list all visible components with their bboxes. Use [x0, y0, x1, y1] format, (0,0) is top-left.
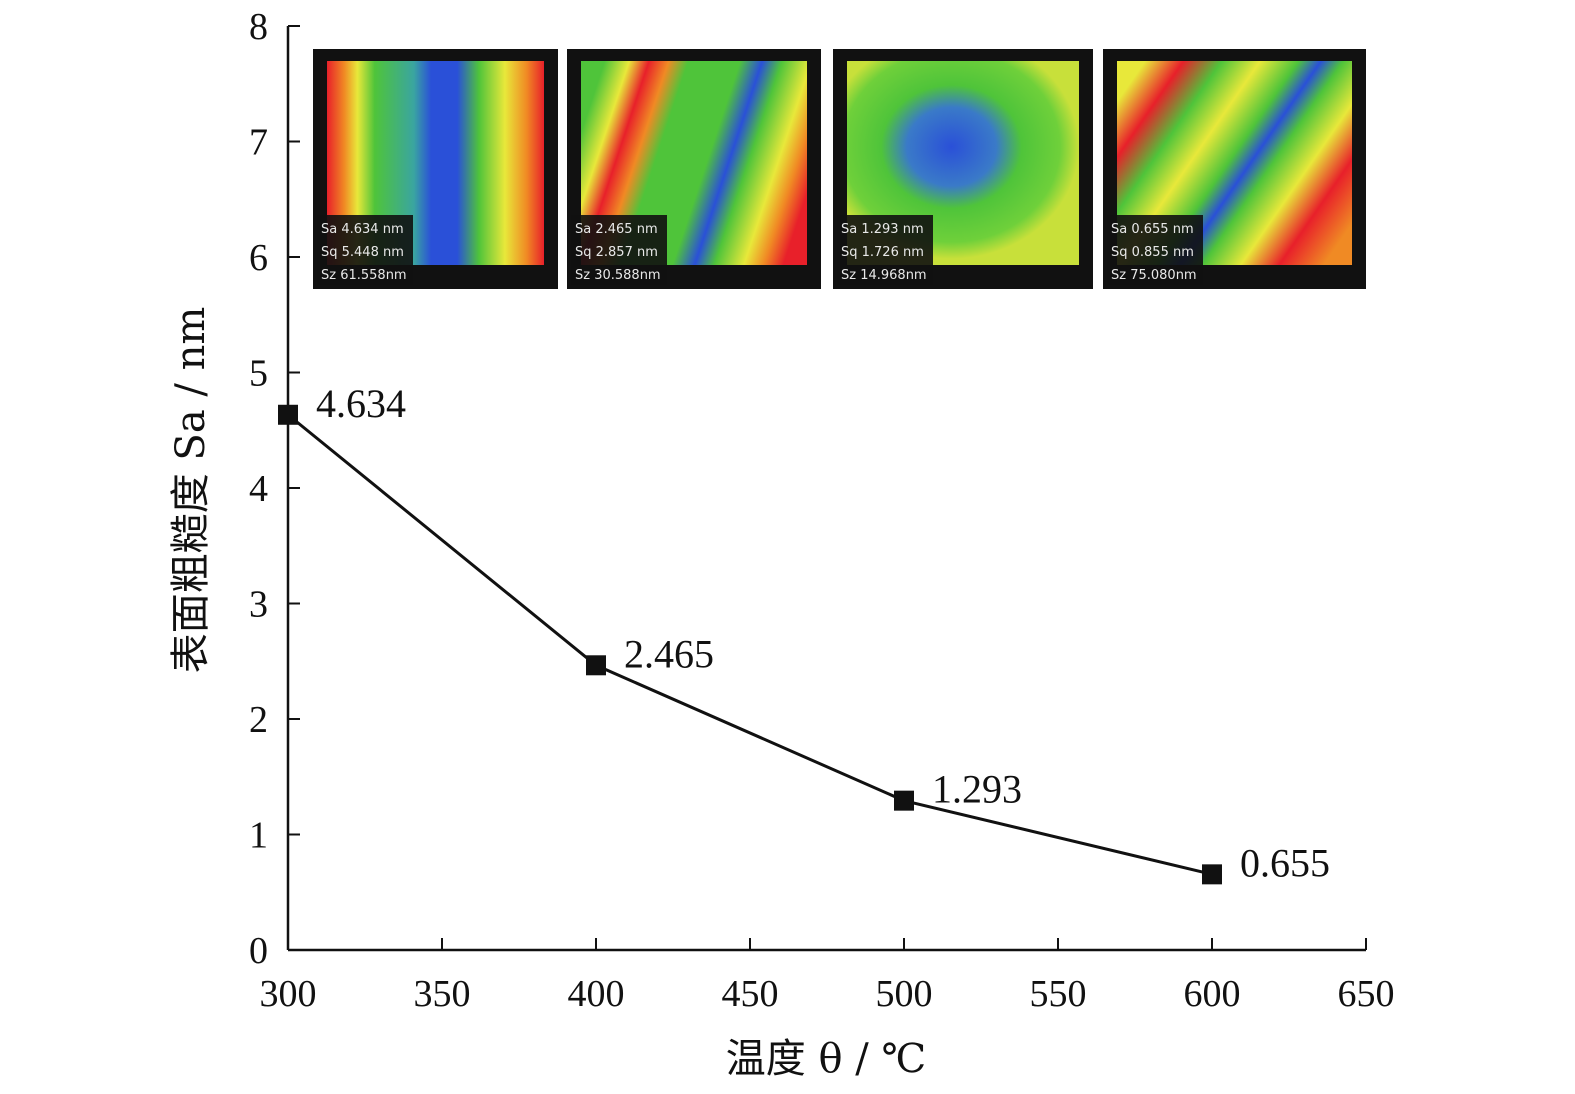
inset-stats-box [1107, 215, 1203, 285]
x-tick-label: 550 [1030, 973, 1087, 1015]
y-tick-label: 5 [249, 353, 268, 395]
inset-stat-text: Sz 14.968nm [841, 268, 927, 283]
inset-stats-box [571, 215, 667, 285]
x-axis-title: 温度 θ / ℃ [726, 1036, 926, 1082]
data-label: 0.655 [1240, 840, 1330, 885]
inset-stat-text: Sz 61.558nm [321, 268, 407, 283]
inset-image: Sa 2.465 nm Sq 2.857 nm Sz 30.588nm [567, 49, 821, 289]
x-tick-label: 300 [260, 973, 317, 1015]
inset-image: Sa 1.293 nm Sq 1.726 nm Sz 14.968nm [833, 49, 1093, 289]
x-tick-label: 600 [1184, 973, 1241, 1015]
data-label: 4.634 [316, 381, 406, 426]
data-label: 2.465 [624, 631, 714, 676]
inset-stats-box [837, 215, 933, 285]
series-line [287, 413, 1213, 876]
y-tick-label: 8 [249, 6, 268, 48]
y-tick-label: 4 [249, 468, 268, 510]
inset-stat-text: Sq 1.726 nm [841, 245, 924, 260]
axes: 300 350 400 450 500 550 600 650 0 1 2 3 4 5 6 7 8 [249, 6, 1395, 1015]
x-tick-label: 650 [1338, 973, 1395, 1015]
inset-image: Sa 0.655 nm Sq 0.855 nm Sz 75.080nm [1103, 49, 1366, 289]
inset-stat-text: Sq 5.448 nm [321, 245, 404, 260]
inset-images: Sa 4.634 nm Sq 5.448 nm Sz 61.558nm Sa 2.46… [313, 49, 1366, 289]
inset-stat-text: Sa 2.465 nm [575, 222, 658, 237]
y-tick-label: 2 [249, 699, 268, 741]
inset-stat-text: Sz 30.588nm [575, 268, 661, 283]
inset-stat-text: Sq 0.855 nm [1111, 245, 1194, 260]
data-point [1202, 864, 1222, 885]
x-tick-label: 450 [722, 973, 779, 1015]
y-tick-label: 3 [249, 584, 268, 626]
y-tick-label: 0 [249, 930, 268, 972]
inset-stats-box [317, 215, 413, 285]
inset-stat-text: Sa 4.634 nm [321, 222, 404, 237]
x-tick-label: 350 [414, 973, 471, 1015]
series: 4.634 2.465 1.293 0.655 [278, 381, 1330, 885]
y-tick-label: 6 [249, 237, 268, 279]
inset-image: Sa 4.634 nm Sq 5.448 nm Sz 61.558nm [313, 49, 558, 289]
data-point [278, 404, 298, 425]
x-tick-label: 500 [876, 973, 933, 1015]
inset-stat-text: Sz 75.080nm [1111, 268, 1197, 283]
inset-stat-text: Sa 1.293 nm [841, 222, 924, 237]
data-point [586, 655, 606, 676]
data-label: 1.293 [932, 767, 1022, 812]
y-tick-label: 1 [249, 815, 268, 857]
inset-stat-text: Sq 2.857 nm [575, 245, 658, 260]
x-tick-label: 400 [568, 973, 625, 1015]
y-tick-label: 7 [249, 122, 268, 164]
data-point [894, 790, 914, 811]
y-axis-title: 表面粗糙度 Sa / nm [168, 307, 214, 674]
inset-stat-text: Sa 0.655 nm [1111, 222, 1194, 237]
